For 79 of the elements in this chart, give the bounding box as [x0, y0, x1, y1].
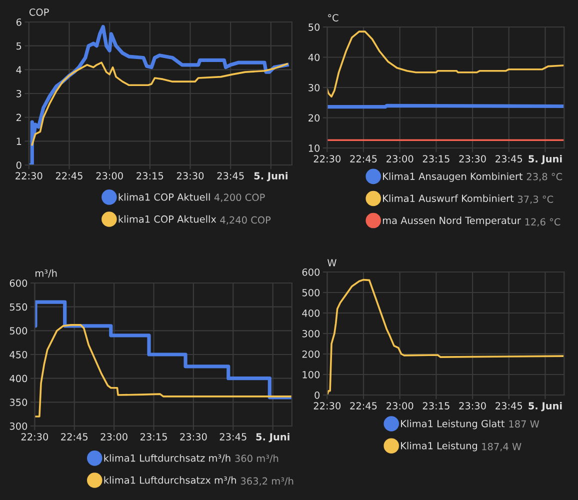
- y-tick-label: 40: [308, 54, 320, 62]
- y-tick-label: 4: [16, 66, 22, 74]
- y-tick-label: 10: [308, 144, 320, 152]
- x-tick-label: 5. Juni: [528, 402, 562, 412]
- x-tick-label: 5. Juni: [254, 172, 288, 182]
- x-tick-label: 22:45: [350, 402, 377, 410]
- x-tick-label: 22:30: [314, 155, 341, 162]
- y-tick-label: 50: [308, 23, 320, 31]
- x-tick-label: 23:45: [217, 172, 244, 180]
- x-tick-label: 23:00: [386, 155, 414, 162]
- y-tick-label: 6: [16, 18, 22, 26]
- y-tick-label: 350: [10, 398, 28, 406]
- text: 360 m³/h: [235, 454, 278, 463]
- line-series: [34, 324, 292, 418]
- x-tick-label: 22:30: [314, 402, 341, 410]
- y-axis-title: m³/h: [36, 269, 57, 278]
- x-tick-label: 23:15: [140, 433, 167, 440]
- y-tick-label: 300: [302, 330, 320, 338]
- y-tick-label: 500: [10, 327, 28, 334]
- legend-label: Klima1 Ansaugen Kombiniert: [383, 172, 523, 182]
- y-tick-label: 1: [16, 138, 22, 145]
- text: 23,8 °C: [526, 172, 562, 182]
- y-tick-label: 30: [308, 84, 320, 92]
- y-axis-title: COP: [29, 8, 49, 16]
- y-tick-label: 20: [308, 114, 320, 122]
- legend-label: Klima1 Auswurf Kombiniert: [383, 194, 514, 202]
- y-tick-label: 400: [302, 309, 320, 317]
- y-tick-label: 500: [302, 288, 320, 296]
- x-tick-label: 22:45: [61, 433, 88, 440]
- x-tick-label: 22:30: [16, 172, 42, 180]
- y-tick-label: 600: [302, 268, 320, 276]
- y-tick-label: 300: [10, 422, 28, 430]
- x-tick-label: 23:00: [100, 433, 128, 440]
- text: 37,3 °C: [518, 196, 554, 204]
- y-tick-label: 200: [302, 350, 320, 358]
- y-axis-title: W: [327, 259, 336, 266]
- x-tick-label: 5. Juni: [528, 154, 562, 164]
- legend-label: klima1 COP Aktuell: [118, 193, 210, 201]
- x-tick-label: 23:30: [459, 155, 486, 162]
- x-tick-label: 22:45: [350, 155, 377, 162]
- y-tick-label: 400: [10, 374, 28, 382]
- text: 363,2 m³/h: [240, 477, 294, 486]
- y-tick-label: 550: [10, 303, 28, 311]
- x-tick-label: 23:00: [386, 402, 414, 410]
- text: 4,240 COP: [220, 216, 271, 225]
- legend-label: ma Aussen Nord Temperatur: [382, 216, 521, 226]
- x-tick-label: 23:45: [496, 402, 522, 410]
- y-tick-label: 600: [10, 279, 28, 287]
- y-tick-label: 0: [16, 161, 22, 169]
- x-tick-label: 23:30: [180, 433, 207, 440]
- x-tick-label: 23:15: [136, 172, 164, 180]
- x-tick-label: 23:00: [96, 172, 123, 180]
- legend-label: klima1 Luftdurchsatzx m³/h: [104, 476, 236, 485]
- y-tick-label: 2: [16, 114, 21, 122]
- legend-label: klima1 Luftdurchsatz m³/h: [104, 454, 230, 462]
- x-tick-label: 23:15: [422, 155, 450, 162]
- legend-label: klima1 COP Aktuellx: [118, 215, 216, 223]
- y-tick-label: 100: [302, 370, 320, 378]
- line-series: [28, 24, 289, 165]
- y-tick-label: 450: [10, 350, 28, 358]
- text: 12,6 °C: [525, 218, 560, 227]
- x-tick-label: 23:30: [176, 172, 204, 180]
- y-tick-label: 0: [314, 391, 320, 399]
- x-tick-label: 23:45: [496, 155, 522, 162]
- y-axis-title: °C: [328, 14, 338, 22]
- line-series: [31, 62, 288, 146]
- text: 187 W: [509, 420, 540, 428]
- y-tick-label: 3: [16, 90, 22, 98]
- text: 4,200 COP: [214, 194, 265, 202]
- x-tick-label: 22:45: [56, 172, 82, 180]
- x-tick-label: 23:45: [220, 433, 246, 440]
- x-tick-label: 23:15: [422, 402, 450, 410]
- legend-label: Klima1 Leistung Glatt: [401, 420, 505, 430]
- y-tick-label: 5: [16, 42, 22, 50]
- x-tick-label: 22:30: [21, 433, 48, 440]
- text: 187,4 W: [482, 442, 522, 452]
- legend-label: Klima1 Leistung: [401, 442, 477, 452]
- x-tick-label: 23:30: [459, 402, 486, 410]
- x-tick-label: 5. Juni: [256, 432, 290, 442]
